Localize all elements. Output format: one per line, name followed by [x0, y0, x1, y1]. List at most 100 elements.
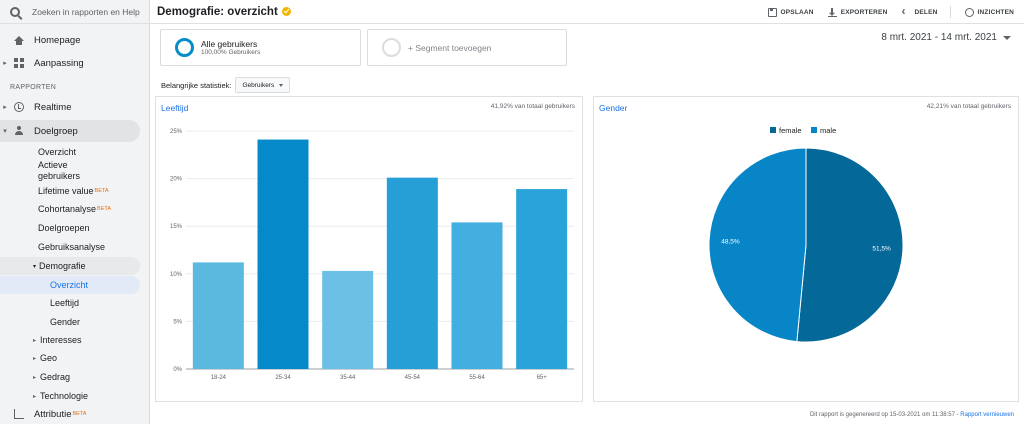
y-tick-label: 25%: [170, 129, 183, 135]
sidebar-item-home[interactable]: Homepage: [0, 29, 140, 51]
gender-pie-chart: female male 51,5% 48,5%: [708, 126, 904, 343]
export-button[interactable]: EXPORTEREN: [827, 7, 888, 17]
sidebar-item-attribution[interactable]: Attributie BETA: [0, 404, 140, 424]
bar-45-54[interactable]: [386, 177, 438, 369]
sidebar-item-label: Homepage: [34, 34, 81, 46]
legend-swatch-male: [811, 127, 817, 133]
sidebar-item-cohort-analysis[interactable]: Cohortanalyse BETA: [38, 204, 112, 214]
search-icon[interactable]: [10, 6, 20, 17]
header-actions: OPSLAAN EXPORTEREN DELEN INZICHTEN: [754, 0, 1014, 24]
date-range-picker[interactable]: 8 mrt. 2021 - 14 mrt. 2021: [881, 32, 1011, 43]
sidebar: Homepage ▸ Aanpassing RAPPORTEN ▸ Realti…: [0, 0, 150, 424]
chevron-down-icon: [1003, 35, 1011, 40]
y-tick-label: 20%: [170, 177, 183, 183]
y-tick-label: 5%: [173, 319, 182, 325]
beta-badge: BETA: [97, 206, 112, 212]
search-bar: [0, 0, 149, 24]
sidebar-item-gender[interactable]: Gender: [50, 317, 81, 327]
pie-value-label: 48,5%: [721, 238, 740, 245]
sidebar-item-overview[interactable]: Overzicht: [38, 147, 77, 157]
sidebar-item-label: Realtime: [34, 101, 72, 113]
section-label-reports: RAPPORTEN: [10, 84, 57, 91]
caret-down-icon: ▾: [33, 263, 37, 270]
home-icon: [14, 35, 24, 45]
age-panel-title[interactable]: Leeftijd: [161, 103, 189, 113]
caret-right-icon: ▸: [33, 374, 37, 381]
sidebar-item-interests[interactable]: ▸ Interesses: [33, 335, 82, 345]
sidebar-item-lifetime-value[interactable]: Lifetime value BETA: [38, 186, 109, 196]
pie-slice-female[interactable]: [796, 147, 904, 343]
caret-down-icon: ▾: [3, 128, 7, 135]
bar-55-64[interactable]: [451, 222, 503, 369]
x-tick-label: 35-44: [340, 375, 356, 381]
insights-icon: [964, 7, 974, 17]
sidebar-item-geo[interactable]: ▸ Geo: [33, 353, 58, 363]
pie-slice-male[interactable]: [708, 147, 807, 343]
share-icon: [902, 4, 911, 18]
sidebar-item-customization[interactable]: ▸ Aanpassing: [0, 52, 140, 74]
gender-panel-note: 42,21% van totaal gebruikers: [926, 103, 1011, 110]
age-panel: Leeftijd 41,92% van totaal gebruikers 0%…: [155, 96, 583, 402]
attribution-icon: [14, 409, 24, 419]
legend-label-female[interactable]: female: [779, 126, 802, 135]
verified-badge-icon: [281, 6, 291, 16]
sidebar-item-technology[interactable]: ▸ Technologie: [33, 391, 89, 401]
sidebar-item-realtime[interactable]: ▸ Realtime: [0, 96, 140, 118]
segment-name: Alle gebruikers: [201, 39, 258, 49]
beta-badge: BETA: [94, 188, 109, 194]
x-tick-label: 55-64: [469, 375, 485, 381]
pie-value-label: 51,5%: [872, 246, 891, 253]
sidebar-item-demographics[interactable]: ▾ Demografie: [0, 257, 140, 275]
legend-label-male[interactable]: male: [820, 126, 836, 135]
legend-swatch-female: [770, 127, 776, 133]
caret-right-icon: ▸: [33, 355, 37, 362]
bar-65+[interactable]: [516, 189, 568, 369]
segment-all-users[interactable]: Alle gebruikers 100,00% Gebruikers: [160, 29, 361, 66]
gender-panel: Gender 42,21% van totaal gebruikers fema…: [593, 96, 1019, 402]
person-icon: [14, 126, 24, 136]
search-input[interactable]: [32, 6, 142, 17]
bar-25-34[interactable]: [257, 139, 309, 369]
caret-right-icon: ▸: [33, 337, 37, 344]
sidebar-item-label: Aanpassing: [34, 57, 84, 69]
key-stats-select[interactable]: Gebruikers: [235, 77, 291, 93]
age-panel-note: 41,92% van totaal gebruikers: [490, 103, 575, 110]
share-button[interactable]: DELEN: [902, 4, 938, 18]
sidebar-item-age[interactable]: Leeftijd: [50, 298, 80, 308]
page-title: Demografie: overzicht: [157, 6, 291, 18]
sidebar-item-user-explorer[interactable]: Gebruiksanalyse: [38, 242, 106, 252]
y-tick-label: 15%: [170, 224, 183, 230]
save-icon: [767, 7, 777, 17]
sidebar-item-active-users[interactable]: Actieve gebruikers: [38, 160, 81, 181]
caret-right-icon: ▸: [33, 393, 37, 400]
x-tick-label: 18-24: [211, 375, 227, 381]
dashboard-icon: [14, 58, 24, 68]
bar-35-44[interactable]: [322, 270, 374, 369]
key-stats-row: Belangrijke statistiek: Gebruikers: [161, 77, 291, 93]
save-button[interactable]: OPSLAAN: [767, 7, 814, 17]
sidebar-item-audience[interactable]: ▾ Doelgroep: [0, 120, 140, 142]
beta-badge: BETA: [72, 411, 87, 417]
x-tick-label: 45-54: [405, 375, 421, 381]
refresh-report-link[interactable]: Rapport vernieuwen: [960, 412, 1014, 418]
sidebar-item-audiences[interactable]: Doelgroepen: [38, 223, 90, 233]
bar-18-24[interactable]: [192, 262, 244, 369]
y-tick-label: 10%: [170, 272, 183, 278]
clock-icon: [14, 102, 24, 112]
sidebar-item-label: Attributie: [34, 408, 72, 420]
segment-ring-icon: [175, 38, 194, 57]
sidebar-item-label: Doelgroep: [34, 125, 78, 137]
segment-percentage: 100,00% Gebruikers: [201, 49, 261, 56]
sidebar-item-demographics-overview[interactable]: Overzicht: [0, 276, 140, 294]
report-header: Demografie: overzicht OPSLAAN EXPORTEREN…: [150, 0, 1024, 24]
y-tick-label: 0%: [173, 367, 182, 373]
gender-panel-title[interactable]: Gender: [599, 103, 628, 113]
sidebar-item-behavior[interactable]: ▸ Gedrag: [33, 372, 71, 382]
add-segment-label: + Segment toevoegen: [408, 42, 492, 53]
report-body: Alle gebruikers 100,00% Gebruikers + Seg…: [150, 24, 1024, 424]
report-generated-note: Dit rapport is gegenereerd op 15-03-2021…: [809, 412, 1014, 418]
add-segment-button[interactable]: + Segment toevoegen: [367, 29, 567, 66]
caret-right-icon: ▸: [3, 104, 7, 111]
insights-button[interactable]: INZICHTEN: [964, 7, 1014, 17]
age-bar-chart: 0% 5% 10% 15% 20% 25% 18-24 25-34 35-44 45-54 55-6…: [170, 129, 574, 381]
